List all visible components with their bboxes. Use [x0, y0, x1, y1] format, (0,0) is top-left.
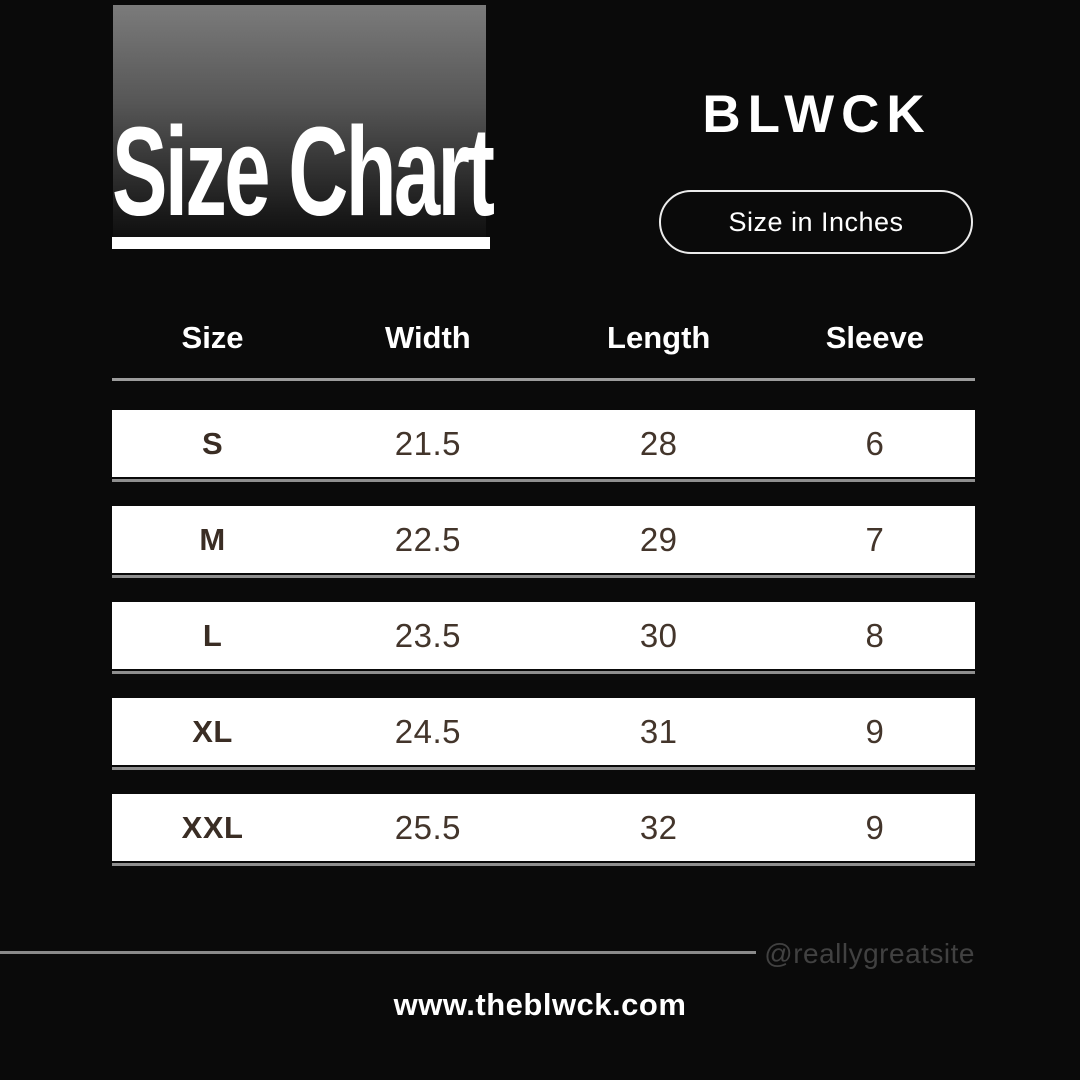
title-gradient-backdrop [113, 5, 486, 250]
footer-divider [0, 951, 756, 954]
row-accent-line [112, 575, 975, 578]
table-header-row: Size Width Length Sleeve [112, 320, 975, 356]
column-header-size: Size [181, 320, 244, 355]
row-length-value: 29 [639, 520, 678, 558]
table-row: M 22.5 29 7 [112, 506, 975, 578]
row-size-label: M [199, 521, 226, 557]
row-width-value: 22.5 [394, 520, 461, 558]
brand-logo-text: BLWCK [702, 85, 932, 144]
row-width-value: 24.5 [394, 712, 461, 750]
row-sleeve-value: 7 [865, 520, 885, 558]
header-divider [112, 378, 975, 381]
table-row-bar: S 21.5 28 6 [112, 410, 975, 477]
unit-badge: Size in Inches [659, 190, 973, 254]
row-sleeve-value: 9 [865, 808, 885, 846]
column-header-width: Width [384, 320, 471, 355]
row-size-label: L [202, 617, 223, 653]
row-accent-line [112, 767, 975, 770]
row-accent-line [112, 863, 975, 866]
title-underline [112, 237, 490, 249]
row-size-label: XXL [181, 809, 244, 845]
row-length-value: 28 [639, 424, 678, 462]
table-row: L 23.5 30 8 [112, 602, 975, 674]
row-length-value: 31 [639, 712, 678, 750]
row-sleeve-value: 6 [865, 424, 885, 462]
table-row: S 21.5 28 6 [112, 410, 975, 482]
row-sleeve-value: 9 [865, 712, 885, 750]
social-handle: @reallygreatsite [764, 938, 975, 969]
page-title: Size Chart [112, 101, 495, 242]
row-sleeve-value: 8 [865, 616, 885, 654]
column-header-length: Length [607, 320, 711, 355]
table-row: XXL 25.5 32 9 [112, 794, 975, 866]
row-length-value: 30 [639, 616, 678, 654]
column-header-sleeve: Sleeve [825, 320, 924, 355]
row-size-label: XL [192, 713, 233, 749]
table-row: XL 24.5 31 9 [112, 698, 975, 770]
row-width-value: 25.5 [394, 808, 461, 846]
website-url: www.theblwck.com [393, 987, 687, 1022]
size-table-body: S 21.5 28 6 M 22.5 29 7 L 23.5 30 8 [112, 410, 975, 866]
row-length-value: 32 [639, 808, 678, 846]
row-accent-line [112, 671, 975, 674]
row-width-value: 23.5 [394, 616, 461, 654]
table-row-bar: XL 24.5 31 9 [112, 698, 975, 765]
row-width-value: 21.5 [394, 424, 461, 462]
table-row-bar: L 23.5 30 8 [112, 602, 975, 669]
row-size-label: S [201, 425, 224, 461]
table-row-bar: XXL 25.5 32 9 [112, 794, 975, 861]
table-row-bar: M 22.5 29 7 [112, 506, 975, 573]
unit-badge-label: Size in Inches [728, 206, 904, 237]
row-accent-line [112, 479, 975, 482]
